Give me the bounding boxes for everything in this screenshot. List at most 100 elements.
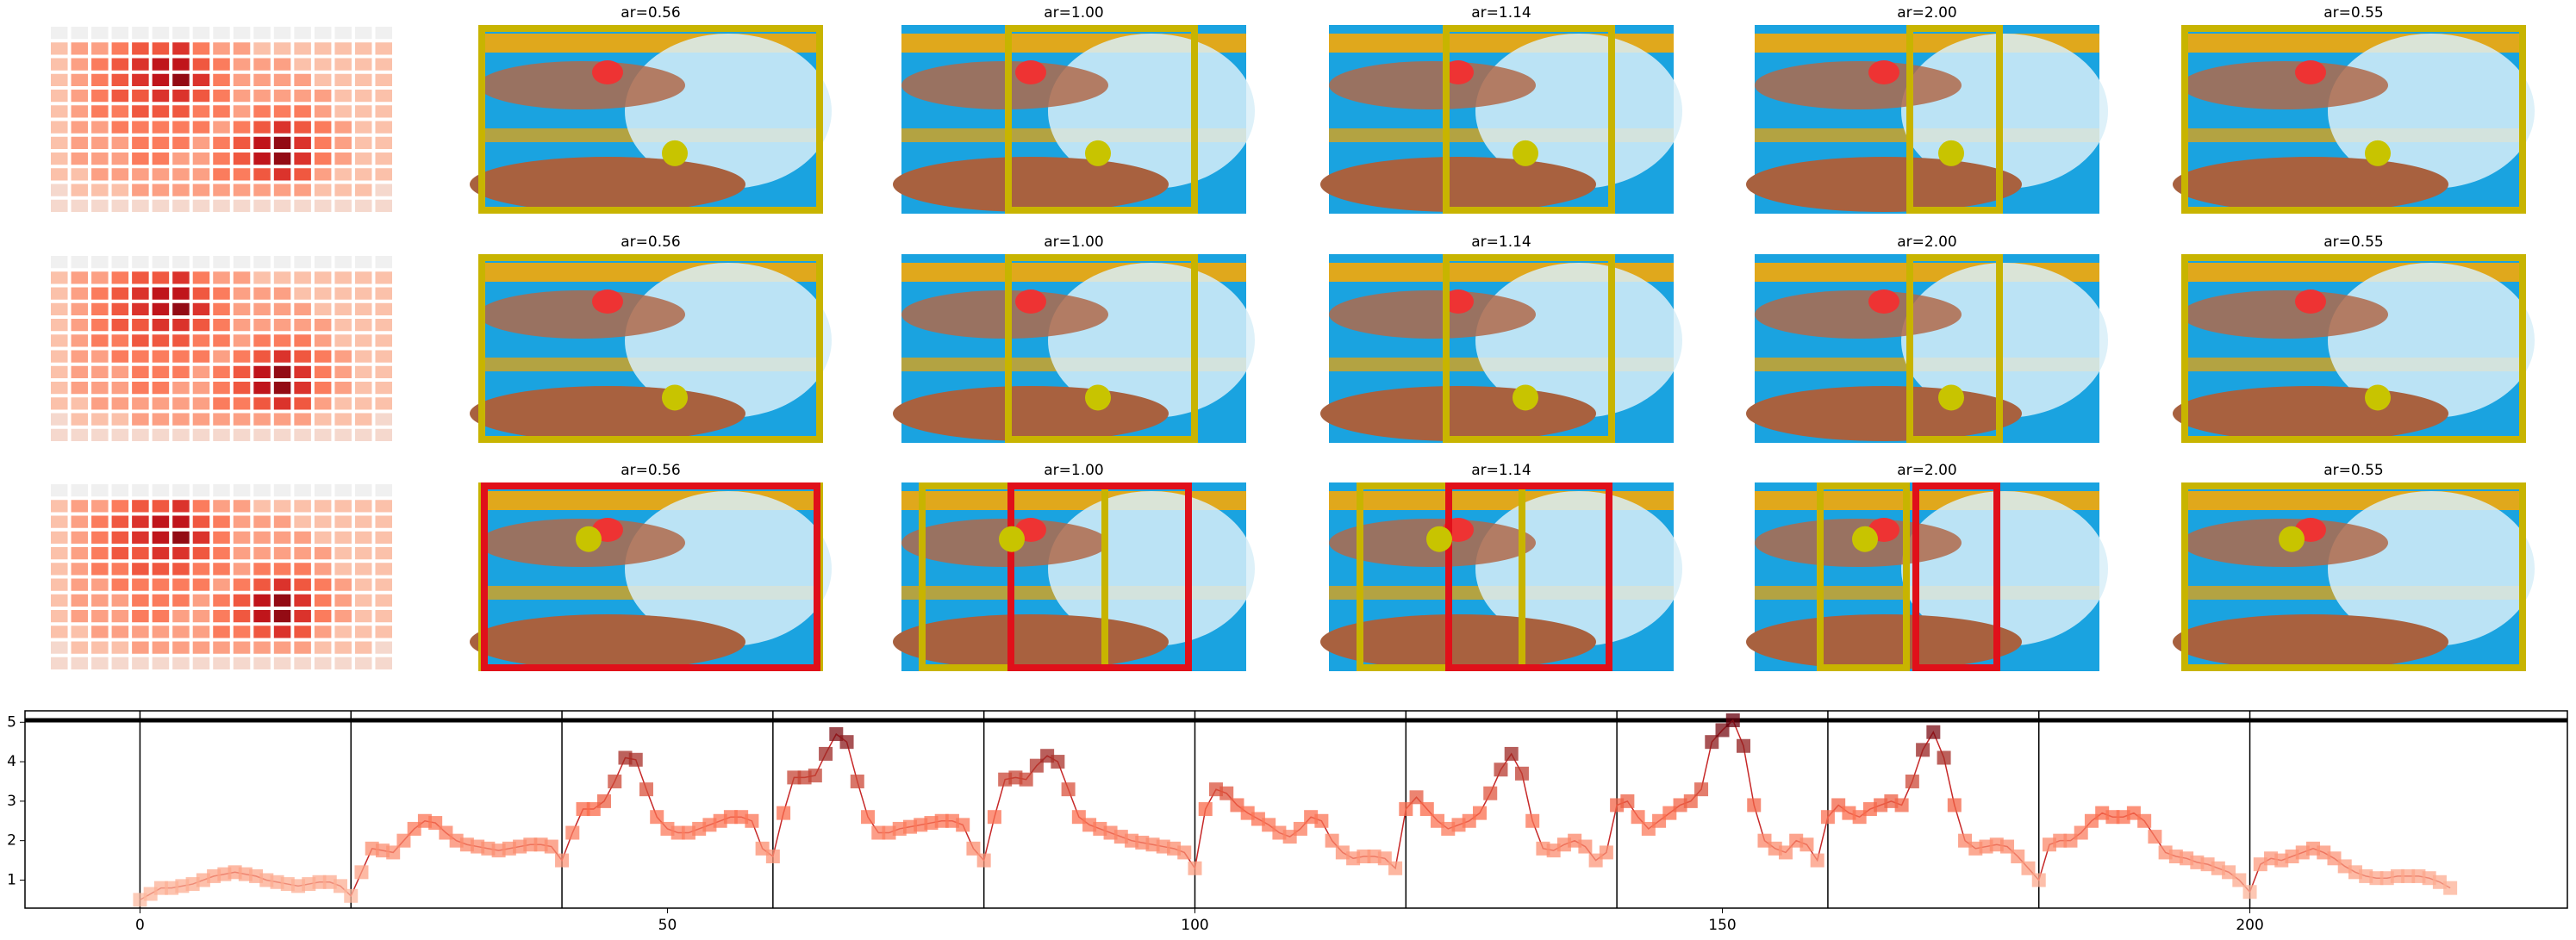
crop-box <box>1906 25 2003 214</box>
marker <box>1715 723 1730 738</box>
heatmap-cell <box>91 27 109 40</box>
heatmap-cell <box>294 365 311 378</box>
marker <box>639 782 653 797</box>
photo <box>1746 482 2108 671</box>
heatmap-cell <box>314 563 332 576</box>
heatmap-cell <box>192 657 210 669</box>
swimmer <box>1329 290 1536 339</box>
heatmap-cell <box>273 319 291 332</box>
heatmap-cell <box>273 73 291 86</box>
heatmap-cell <box>375 397 392 410</box>
heatmap-cell <box>192 153 210 165</box>
marker <box>153 881 168 895</box>
heatmap-cell <box>375 199 392 212</box>
heatmap-cell <box>51 302 68 315</box>
heatmap-cell <box>172 382 190 395</box>
heatmap-cell <box>71 302 89 315</box>
marker <box>2306 841 2320 856</box>
heatmap-cell <box>294 42 311 55</box>
marker <box>312 875 327 889</box>
marker <box>1262 818 1276 832</box>
marker <box>1082 818 1097 832</box>
heatmap-cell <box>354 153 372 165</box>
heatmap-cell <box>213 594 230 607</box>
heatmap-cell <box>71 184 89 196</box>
marker <box>1705 735 1719 750</box>
heatmap-cell <box>213 428 230 441</box>
photo <box>2173 25 2535 214</box>
heatmap-cell <box>314 121 332 134</box>
heatmap-cell <box>253 657 271 669</box>
marker <box>1156 839 1170 854</box>
heatmap-cell <box>132 287 149 300</box>
heatmap-cell <box>192 594 210 607</box>
focus-point <box>1426 526 1452 552</box>
heatmap-cell <box>314 428 332 441</box>
heatmap-cell <box>233 319 251 332</box>
focus-point <box>999 526 1025 552</box>
marker <box>777 806 791 820</box>
heatmap-cell <box>152 256 170 269</box>
heatmap-cell <box>192 302 210 315</box>
heatmap-cell <box>132 500 149 513</box>
heatmap-cell <box>233 563 251 576</box>
heatmap-cell <box>111 256 129 269</box>
heatmap-cell <box>111 382 129 395</box>
heatmap-cell <box>192 287 210 300</box>
heatmap-cell <box>172 302 190 315</box>
heatmap-cell <box>375 90 392 103</box>
heatmap-cell <box>375 610 392 623</box>
heatmap-cell <box>111 334 129 347</box>
heatmap-cell <box>192 578 210 591</box>
heatmap-cell <box>375 641 392 654</box>
heatmap-cell <box>51 500 68 513</box>
marker <box>2211 861 2225 875</box>
marker <box>1451 818 1466 832</box>
heatmap-cell <box>294 168 311 181</box>
heatmap-cell <box>71 90 89 103</box>
marker <box>217 867 232 881</box>
heatmap-cell <box>314 515 332 528</box>
heatmap-cell <box>233 90 251 103</box>
crop-box <box>1906 254 2003 443</box>
heatmap-cell <box>273 515 291 528</box>
marker <box>2327 851 2342 866</box>
heatmap-cell <box>91 58 109 71</box>
heatmap-cell <box>334 153 352 165</box>
marker <box>2264 851 2279 866</box>
heatmap-cell <box>375 515 392 528</box>
splash <box>1048 491 1255 646</box>
panel-title: ar=0.56 <box>621 233 681 251</box>
heatmap-cell <box>71 256 89 269</box>
heatmap-cell <box>375 121 392 134</box>
heatmap-cell <box>71 271 89 284</box>
heatmap-cell <box>91 271 109 284</box>
marker <box>2242 885 2257 900</box>
heatmap-cell <box>294 287 311 300</box>
heatmap-cell <box>152 27 170 40</box>
heatmap-cell <box>71 500 89 513</box>
heatmap-cell <box>314 256 332 269</box>
heatmap-cell <box>213 563 230 576</box>
heatmap-cell <box>172 500 190 513</box>
heatmap-cell <box>294 73 311 86</box>
heatmap-cell <box>71 319 89 332</box>
crop-box <box>1005 25 1198 214</box>
heatmap-cell <box>71 484 89 497</box>
photo <box>470 482 832 671</box>
heatmap-cell <box>132 121 149 134</box>
heatmap-cell <box>152 121 170 134</box>
heatmap-cell <box>192 428 210 441</box>
heatmap-cell <box>334 397 352 410</box>
heatmap-cell <box>314 365 332 378</box>
heatmap-cell <box>91 302 109 315</box>
heatmap-cell <box>314 58 332 71</box>
marker <box>797 770 812 785</box>
cap <box>1868 60 1899 84</box>
heatmap-cell <box>314 153 332 165</box>
heatmap-cell <box>294 531 311 544</box>
marker <box>987 810 1001 825</box>
heatmap-cell <box>132 382 149 395</box>
marker <box>428 816 443 831</box>
heatmap-cell <box>192 610 210 623</box>
